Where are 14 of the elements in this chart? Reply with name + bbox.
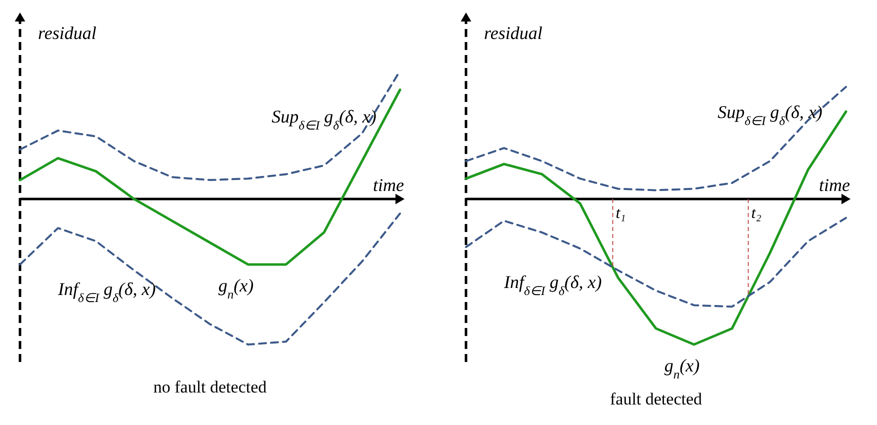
series-label: Inf$_{δ∈I}$ g$_{δ}$(δ, x): [57, 279, 156, 306]
x-axis-title: time: [819, 174, 850, 195]
annotation: t₁: [616, 204, 626, 222]
series-label: Sup$_{δ∈I}$ g$_{δ}$(δ, x): [272, 106, 376, 132]
text: fault detected: [610, 390, 703, 409]
series-label: g$_{n}$(x): [664, 356, 700, 382]
series-label: Sup$_{δ∈I}$ g$_{δ}$(δ, x): [718, 102, 822, 128]
annotation: t₂: [751, 204, 762, 222]
y-axis-title: residual: [484, 23, 542, 43]
y-axis-title: residual: [38, 23, 96, 43]
x-axis-title: time: [373, 174, 404, 195]
text: no fault detected: [153, 377, 268, 396]
series-label: Inf$_{δ∈I}$ g$_{δ}$(δ, x): [503, 272, 602, 298]
series-label: g$_{n}$(x): [218, 275, 254, 302]
